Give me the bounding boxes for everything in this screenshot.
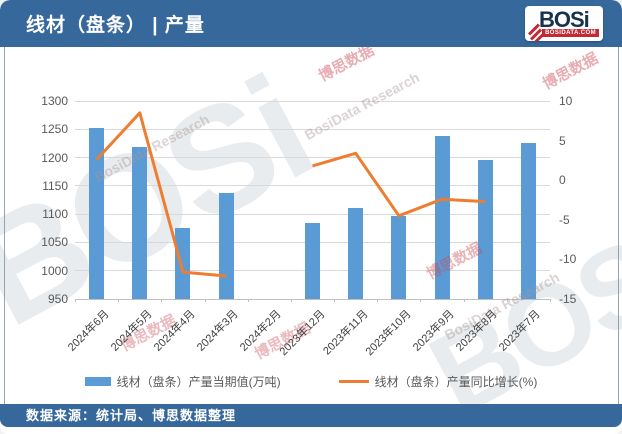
y-axis-left-tick-label: 1100: [42, 207, 68, 222]
x-axis-tick: [161, 299, 163, 302]
y-axis-left-tick-label: 1000: [41, 263, 68, 278]
y-axis-right-tick-label: 10: [559, 94, 573, 108]
y-axis-right-tick-label: -10: [559, 252, 577, 267]
legend: 线材（盘条）产量当期值(万吨) 线材（盘条）产量同比增长(%): [0, 373, 622, 390]
brand-logo: BOSi BOSIDATA.COM: [525, 6, 603, 41]
bar: [348, 207, 364, 299]
page-title: 线材（盘条） | 产量: [26, 15, 205, 36]
x-axis-tick: [506, 299, 508, 302]
legend-item-bar-series: 线材（盘条）产量当期值(万吨): [84, 373, 281, 390]
bar: [520, 142, 536, 299]
y-axis-right-tick-label: -5: [559, 212, 570, 227]
grid-line: [75, 100, 550, 102]
bar: [305, 223, 320, 299]
legend-item-line-series: 线材（盘条）产量同比增长(%): [338, 373, 538, 390]
y-axis-right-tick-label: 0: [559, 173, 566, 188]
line-series-swatch: [338, 380, 369, 383]
bar-series-label: 线材（盘条）产量当期值(万吨): [116, 375, 281, 389]
y-axis-left-tick-label: 1050: [41, 235, 68, 250]
x-axis-tick: [204, 299, 206, 302]
grid-line: [75, 298, 550, 300]
x-axis-tick: [290, 299, 292, 302]
bar: [89, 128, 105, 299]
y-axis-left-tick-label: 1200: [41, 150, 68, 165]
x-axis-tick: [420, 299, 422, 302]
y-axis-left-tick-label: 1150: [42, 178, 68, 193]
x-axis-tick: [75, 299, 76, 302]
bar: [175, 227, 191, 299]
x-axis-tick: [334, 299, 336, 302]
bar: [434, 135, 450, 299]
header-bar: 线材（盘条） | 产量 BOSi BOSIDATA.COM: [0, 0, 622, 47]
x-axis-tick: [550, 299, 551, 302]
y-axis-left-tick-label: 1300: [41, 94, 68, 108]
logo-subtext: BOSIDATA.COM: [542, 29, 599, 37]
y-axis-right-tick-label: 5: [559, 133, 566, 148]
y-axis-right-tick-label: -15: [559, 292, 577, 306]
x-axis-tick: [377, 299, 379, 302]
bar: [132, 147, 148, 299]
grid-line: [75, 128, 550, 130]
bar: [477, 160, 493, 299]
bar: [218, 192, 234, 299]
x-axis-tick: [463, 299, 465, 302]
logo-text: BOSi: [539, 7, 590, 32]
data-source-text: 数据来源：统计局、博思数据整理: [26, 408, 237, 423]
bar-series-swatch: [84, 377, 111, 386]
footer-bar: 数据来源：统计局、博思数据整理: [0, 404, 622, 427]
x-axis-tick: [247, 299, 249, 302]
bar: [391, 215, 407, 299]
y-axis-left-tick-label: 1250: [41, 122, 68, 137]
x-axis-tick: [118, 299, 120, 302]
y-axis-left-tick-label: 950: [47, 292, 68, 306]
line-series-label: 线材（盘条）产量同比增长(%): [374, 375, 538, 389]
